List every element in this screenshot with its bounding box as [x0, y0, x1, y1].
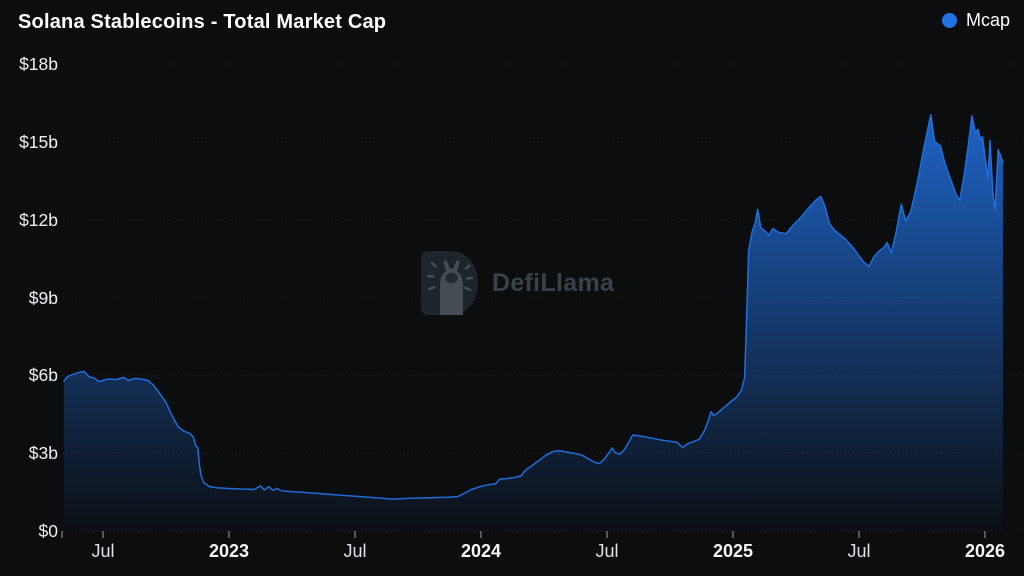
- y-axis-label: $12b: [19, 209, 58, 230]
- y-axis-label: $18b: [19, 54, 58, 74]
- x-axis-label: 2023: [208, 541, 250, 561]
- mcap-area-series: [63, 113, 1004, 531]
- x-axis-label: Jul: [91, 541, 115, 561]
- y-axis-label: $6b: [28, 365, 58, 386]
- x-axis-label: 2025: [712, 541, 754, 561]
- y-axis-label: $15b: [19, 131, 58, 152]
- y-axis-label: $0: [38, 521, 58, 541]
- x-axis-label: Jul: [595, 541, 619, 561]
- legend-color-dot: [941, 13, 957, 28]
- x-axis-label: 2026: [964, 541, 1006, 561]
- y-axis-label: $9b: [28, 287, 58, 308]
- y-axis-label: $3b: [28, 443, 58, 464]
- legend-item-mcap[interactable]: Mcap: [941, 10, 1010, 31]
- legend-label: Mcap: [965, 10, 1010, 30]
- chart-title: Solana Stablecoins - Total Market Cap: [18, 11, 387, 33]
- x-axis-label: 2024: [460, 541, 502, 561]
- x-axis-label: Jul: [847, 541, 871, 561]
- axis-tick-marks: [61, 531, 986, 538]
- x-axis-label: Jul: [343, 541, 367, 561]
